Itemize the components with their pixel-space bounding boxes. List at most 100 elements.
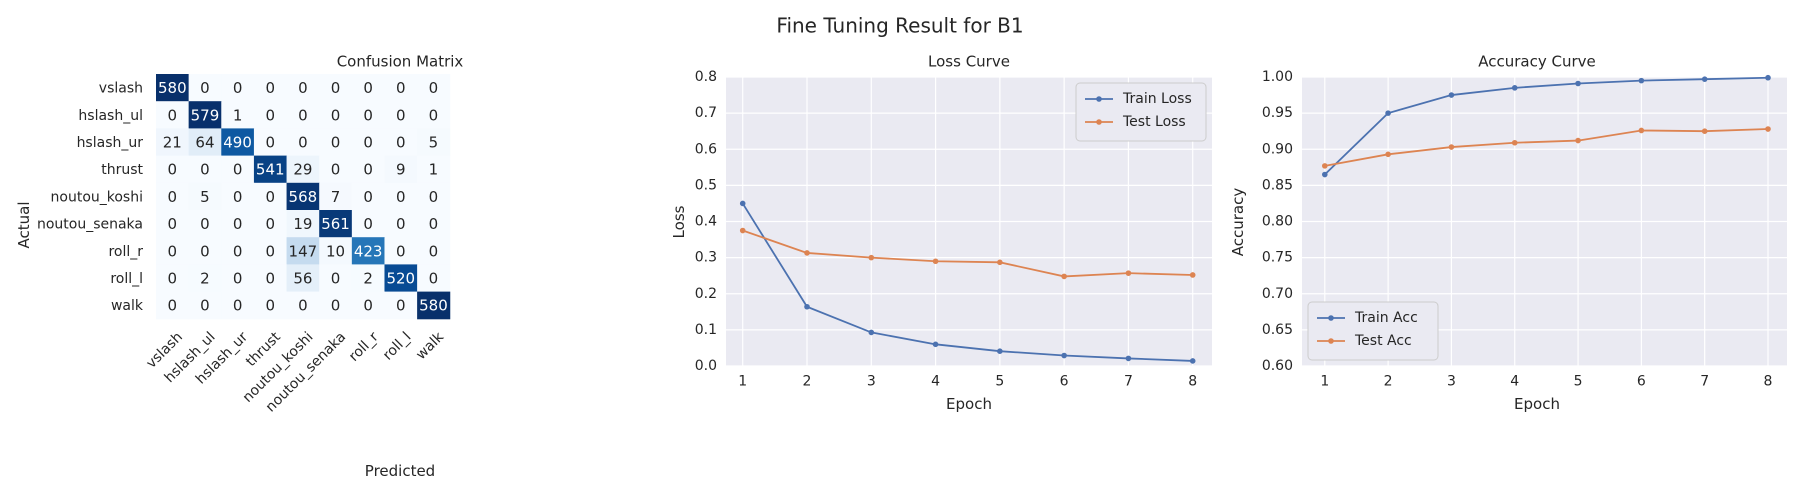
cm-cell-value: 5 [200, 188, 210, 206]
cm-cell-value: 0 [363, 106, 373, 124]
cm-cell [156, 101, 190, 129]
series-point [1575, 80, 1581, 87]
series-line [742, 229, 1193, 278]
series-point [739, 227, 746, 234]
accuracy-curve-ylabel: Accuracy [1229, 188, 1247, 257]
cm-row-label: noutou_koshi [51, 189, 143, 205]
cm-cell [319, 237, 353, 265]
x-tick-label: 1 [1320, 374, 1329, 390]
series-line [1324, 76, 1769, 176]
cm-cell-value: 490 [223, 134, 252, 152]
series-line [741, 202, 1193, 362]
figure-title: Fine Tuning Result for B1 [776, 14, 1023, 38]
confusion-matrix-col-labels: vslashhslash_ulhslash_urthrustnoutou_kos… [143, 328, 447, 415]
cm-cell-value: 580 [419, 297, 448, 315]
cm-cell [188, 237, 222, 265]
cm-cell-value: 0 [168, 270, 178, 288]
cm-cell [319, 74, 353, 102]
legend-marker [1328, 315, 1334, 321]
cm-cell-value: 0 [200, 161, 210, 179]
series-point [1448, 92, 1455, 98]
y-tick-label: 0.85 [1262, 177, 1293, 193]
series-point [739, 200, 746, 207]
cm-cell [319, 155, 353, 184]
cm-cell-value: 56 [293, 270, 312, 288]
cm-cell [221, 264, 255, 293]
cm-cell [351, 155, 385, 184]
cm-cell [384, 237, 418, 265]
cm-cell-value: 0 [265, 134, 275, 152]
legend-label: Train Acc [1354, 310, 1418, 326]
cm-cell [286, 74, 320, 102]
cm-cell [253, 101, 288, 129]
cm-cell-value: 580 [158, 79, 187, 97]
legend-marker [1096, 96, 1102, 102]
series-point [997, 259, 1003, 266]
series-point [1765, 74, 1771, 81]
cm-cell [351, 101, 385, 129]
cm-cell-value: 0 [396, 79, 406, 97]
cm-cell [188, 264, 222, 293]
cm-cell-value: 0 [429, 188, 439, 206]
cm-cell-value: 0 [396, 242, 406, 260]
cm-cell [351, 264, 385, 293]
y-tick-label: 0.4 [695, 214, 717, 230]
series-point [1638, 77, 1645, 84]
cm-cell [156, 128, 190, 157]
series-point [804, 303, 810, 310]
loss-curve-panel: Loss Curve Epoch Loss 0.0 0.1 0.2 0.3 0.4 0.5… [670, 53, 1212, 413]
y-tick-label: 1.00 [1262, 69, 1293, 85]
cm-cell-value: 0 [298, 106, 308, 124]
cm-cell-value: 561 [321, 215, 350, 233]
loss-curve-plot-area: 0.0 0.1 0.2 0.3 0.4 0.5 0.6 0.7 0.8 1 2 3 4 5 6 7 8 [695, 69, 1212, 390]
legend-label: Train Loss [1122, 91, 1192, 107]
cm-cell-value: 0 [233, 79, 243, 97]
series-point [1701, 128, 1708, 134]
cm-cell [286, 210, 320, 238]
cm-cell-value: 2 [200, 270, 210, 288]
series-point [1321, 163, 1328, 169]
cm-cell [417, 74, 451, 102]
cm-cell-value: 0 [200, 79, 210, 97]
cm-cell-value: 0 [168, 242, 178, 260]
cm-cell [286, 291, 320, 320]
cm-cell-value: 0 [233, 242, 243, 260]
cm-cell-value: 0 [168, 297, 178, 315]
cm-cell-value: 0 [331, 79, 341, 97]
cm-cell-value: 9 [396, 161, 406, 179]
legend-box [1307, 301, 1439, 361]
cm-cell-value: 5 [429, 134, 439, 152]
cm-cell-value: 0 [396, 215, 406, 233]
accuracy-curve-xlabel: Epoch [1514, 395, 1560, 413]
cm-cell-value: 0 [363, 161, 373, 179]
y-tick-label: 0.0 [695, 358, 717, 374]
x-tick-label: 2 [1384, 374, 1393, 390]
series-point [1125, 270, 1132, 276]
cm-cell-value: 0 [200, 242, 210, 260]
y-tick-label: 0.7 [695, 105, 717, 121]
series-point [1061, 352, 1067, 359]
cm-cell-value: 0 [233, 161, 243, 179]
series-point [997, 348, 1003, 354]
x-tick-label: 4 [931, 374, 940, 390]
cm-cell [351, 128, 385, 157]
cm-cell-value: 0 [396, 106, 406, 124]
cm-cell-value: 0 [200, 297, 210, 315]
legend-label: Test Loss [1122, 114, 1186, 130]
series-point [1765, 126, 1771, 132]
cm-row-label: roll_r [108, 244, 143, 260]
x-tick-label: 8 [1764, 374, 1773, 390]
y-tick-label: 0.1 [695, 322, 717, 338]
cm-cell-value: 423 [354, 242, 383, 260]
cm-cell [253, 155, 288, 184]
cm-cell-value: 0 [168, 188, 178, 206]
cm-cell-value: 0 [396, 188, 406, 206]
cm-cell [156, 264, 190, 293]
cm-cell [384, 128, 418, 157]
cm-cell [188, 182, 222, 211]
cm-cell-value: 0 [233, 297, 243, 315]
cm-cell-value: 7 [331, 188, 341, 206]
cm-cell-value: 0 [265, 106, 275, 124]
x-tick-label: 7 [1700, 374, 1709, 390]
cm-cell-value: 0 [396, 297, 406, 315]
